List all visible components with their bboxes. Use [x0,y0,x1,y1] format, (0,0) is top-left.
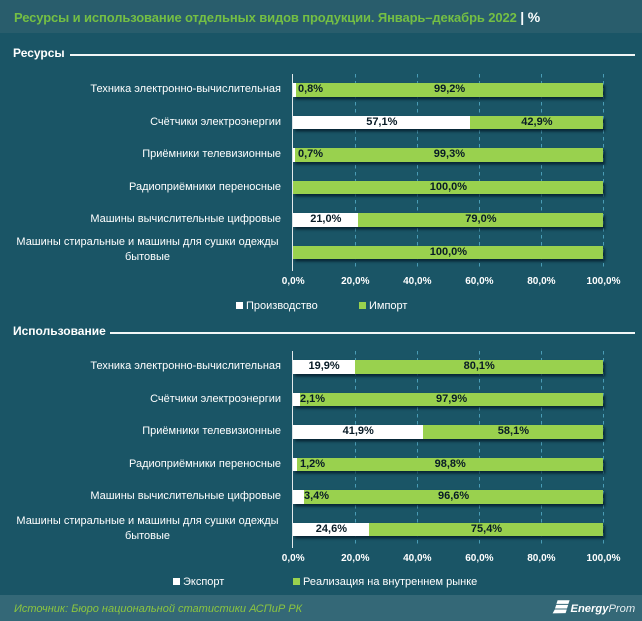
svg-text:EnergyProm: EnergyProm [571,603,636,615]
